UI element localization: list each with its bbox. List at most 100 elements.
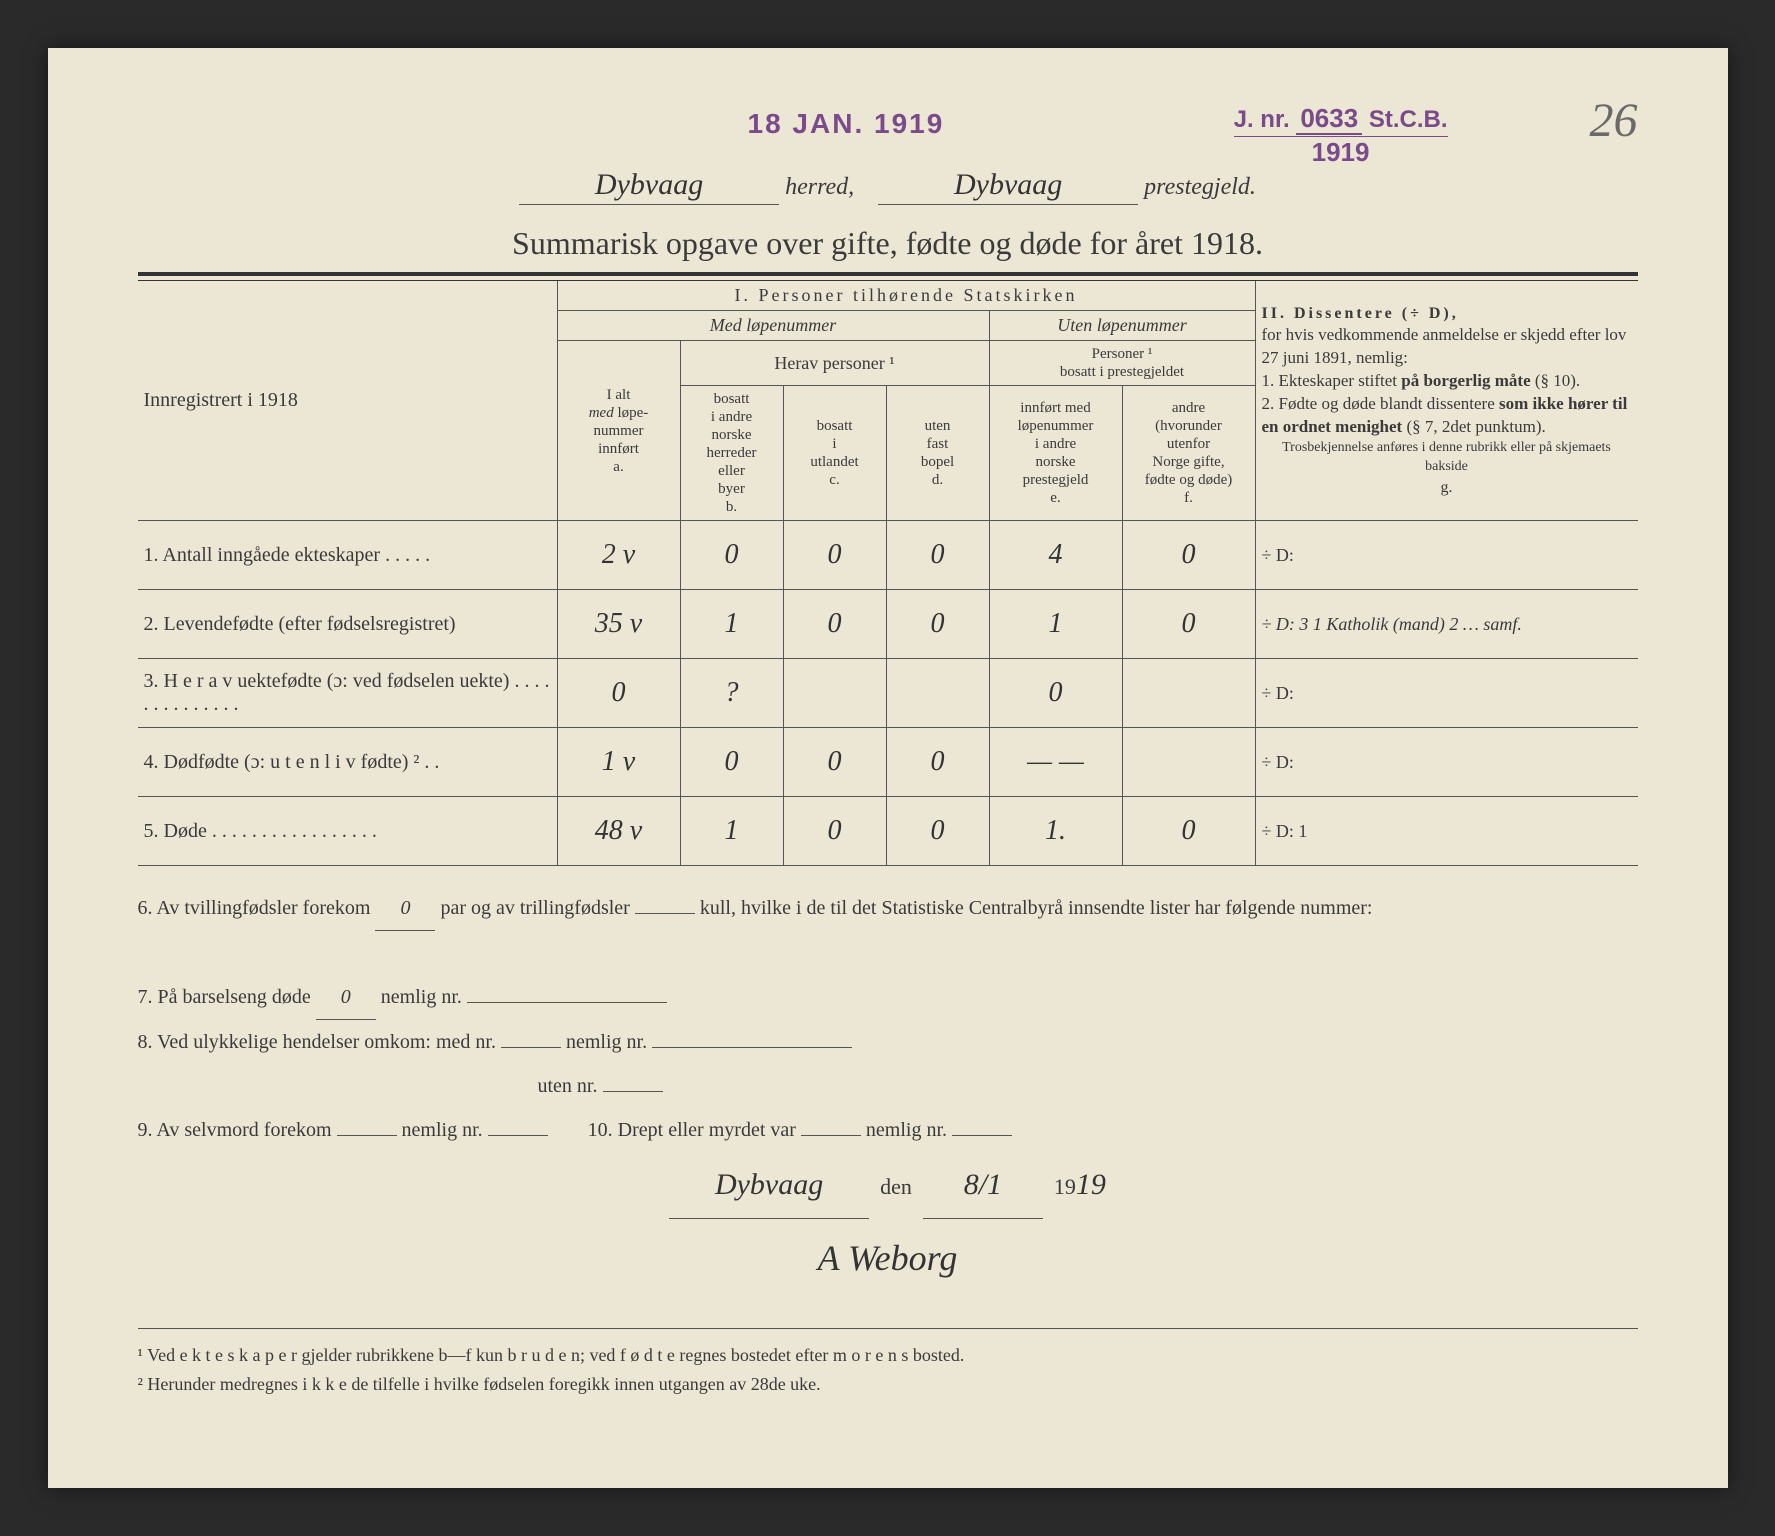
row1-d: 0 bbox=[886, 521, 989, 590]
row5-b: 1 bbox=[680, 797, 783, 866]
q10b-text: nemlig nr. bbox=[866, 1119, 947, 1141]
q7b-text: nemlig nr. bbox=[381, 986, 462, 1008]
herred-value: Dybvaag bbox=[519, 168, 779, 205]
q7-value: 0 bbox=[316, 975, 376, 1020]
row2-label: 2. Levendefødte (efter fødselsregistret) bbox=[138, 590, 558, 659]
q6-twin-value: 0 bbox=[375, 886, 435, 931]
section2-title: II. Dissentere (÷ D), bbox=[1262, 305, 1459, 322]
q7a-text: 7. På barselseng døde bbox=[138, 986, 311, 1008]
q6-trip-value bbox=[635, 913, 695, 914]
col-d-header: utenfastbopeld. bbox=[886, 386, 989, 521]
col-ef-top: Personer ¹bosatt i prestegjeldet bbox=[989, 341, 1255, 386]
q9a-text: 9. Av selvmord forekom bbox=[138, 1119, 332, 1141]
row5-f: 0 bbox=[1122, 797, 1255, 866]
prestegjeld-label: prestegjeld. bbox=[1144, 174, 1256, 200]
herred-label: herred, bbox=[785, 174, 854, 200]
row1-c: 0 bbox=[783, 521, 886, 590]
form-title: Summarisk opgave over gifte, fødte og dø… bbox=[138, 225, 1638, 262]
row4-f bbox=[1122, 728, 1255, 797]
footnote-2: ² Herunder medregnes i k k e de tilfelle… bbox=[138, 1370, 1638, 1399]
row3-c bbox=[783, 659, 886, 728]
section2-body: for hvis vedkommende anmeldelse er skjed… bbox=[1262, 325, 1632, 476]
footnote-1: ¹ Ved e k t e s k a p e r gjelder rubrik… bbox=[138, 1341, 1638, 1370]
row4-c: 0 bbox=[783, 728, 886, 797]
row3-g: ÷ D: bbox=[1255, 659, 1638, 728]
table-row: 2. Levendefødte (efter fødselsregistret)… bbox=[138, 590, 1638, 659]
row2-a: 35 v bbox=[557, 590, 680, 659]
row1-b: 0 bbox=[680, 521, 783, 590]
row4-a: 1 v bbox=[557, 728, 680, 797]
row4-e: — — bbox=[989, 728, 1122, 797]
col-g-letter: g. bbox=[1262, 477, 1632, 499]
stamp-jnr-number: 0633 bbox=[1296, 103, 1362, 135]
row5-g: ÷ D: 1 bbox=[1255, 797, 1638, 866]
summary-table: Innregistrert i 1918 I. Personer tilhøre… bbox=[138, 281, 1638, 866]
q9-value bbox=[337, 1135, 397, 1136]
q10a-text: 10. Drept eller myrdet var bbox=[588, 1119, 796, 1141]
col-f-header: andre(hvorunderutenforNorge gifte,fødte … bbox=[1122, 386, 1255, 521]
header-innregistrert: Innregistrert i 1918 bbox=[138, 281, 558, 521]
row5-a: 48 v bbox=[557, 797, 680, 866]
section1-title-text: I. Personer tilhørende Statskirken bbox=[735, 285, 1078, 305]
row5-e: 1. bbox=[989, 797, 1122, 866]
herav-personer: Herav personer ¹ bbox=[680, 341, 989, 386]
q9-q10-line: 9. Av selvmord forekom nemlig nr. 10. Dr… bbox=[138, 1108, 1638, 1152]
page-number: 26 bbox=[1590, 93, 1638, 148]
row4-g: ÷ D: bbox=[1255, 728, 1638, 797]
table-row: 1. Antall inngåede ekteskaper . . . . . … bbox=[138, 521, 1638, 590]
date-day: 8/1 bbox=[923, 1152, 1043, 1219]
stamp-date: 18 JAN. 1919 bbox=[748, 108, 945, 140]
row4-label: 4. Dødfødte (ɔ: u t e n l i v fødte) ² .… bbox=[138, 728, 558, 797]
stamp-journal-number: J. nr. 0633 St.C.B. 1919 bbox=[1234, 103, 1448, 168]
q7-line: 7. På barselseng døde 0 nemlig nr. bbox=[138, 975, 1638, 1020]
row5-label: 5. Døde . . . . . . . . . . . . . . . . … bbox=[138, 797, 558, 866]
signature-line: A Weborg bbox=[138, 1219, 1638, 1298]
q8a-text: 8. Ved ulykkelige hendelser omkom: med n… bbox=[138, 1031, 496, 1053]
row4-b: 0 bbox=[680, 728, 783, 797]
footnotes: ¹ Ved e k t e s k a p e r gjelder rubrik… bbox=[138, 1328, 1638, 1399]
q6c-text: kull, hvilke i de til det Statistiske Ce… bbox=[700, 897, 1373, 919]
q9-nr bbox=[488, 1135, 548, 1136]
row3-a: 0 bbox=[557, 659, 680, 728]
q9b-text: nemlig nr. bbox=[402, 1119, 483, 1141]
q6a-text: 6. Av tvillingfødsler forekom bbox=[138, 897, 371, 919]
sub-uten-lopenummer: Uten løpenummer bbox=[989, 311, 1255, 341]
row5-d: 0 bbox=[886, 797, 989, 866]
row4-d: 0 bbox=[886, 728, 989, 797]
col-e-header: innført medløpenummeri andrenorskepreste… bbox=[989, 386, 1122, 521]
row2-d: 0 bbox=[886, 590, 989, 659]
row1-label: 1. Antall inngåede ekteskaper . . . . . bbox=[138, 521, 558, 590]
stamp-jnr-prefix: J. nr. bbox=[1234, 106, 1290, 133]
col-b-header: bosatti andrenorskeherrederellerbyerb. bbox=[680, 386, 783, 521]
document-page: 18 JAN. 1919 J. nr. 0633 St.C.B. 1919 26… bbox=[48, 48, 1728, 1488]
q10-value bbox=[801, 1135, 861, 1136]
q10-nr bbox=[952, 1135, 1012, 1136]
date-place-line: Dybvaag den 8/1 1919 bbox=[138, 1152, 1638, 1219]
table-row: 4. Dødfødte (ɔ: u t e n l i v fødte) ² .… bbox=[138, 728, 1638, 797]
row1-g: ÷ D: bbox=[1255, 521, 1638, 590]
row2-c: 0 bbox=[783, 590, 886, 659]
q6b-text: par og av trillingfødsler bbox=[440, 897, 629, 919]
sub-med-lopenummer: Med løpenummer bbox=[557, 311, 989, 341]
title-rule bbox=[138, 272, 1638, 281]
q6-line: 6. Av tvillingfødsler forekom 0 par og a… bbox=[138, 886, 1638, 931]
signature: A Weborg bbox=[818, 1238, 958, 1278]
q8-uten-nr bbox=[603, 1091, 663, 1092]
prestegjeld-value: Dybvaag bbox=[878, 168, 1138, 205]
row2-f: 0 bbox=[1122, 590, 1255, 659]
row3-b: ? bbox=[680, 659, 783, 728]
den-label: den bbox=[880, 1174, 912, 1199]
row1-e: 4 bbox=[989, 521, 1122, 590]
col-a-header: I altmed løpe-nummerinnførta. bbox=[557, 341, 680, 521]
q8-line: 8. Ved ulykkelige hendelser omkom: med n… bbox=[138, 1020, 1638, 1064]
header-line: Dybvaag herred, Dybvaag prestegjeld. bbox=[138, 168, 1638, 205]
year-prefix: 19 bbox=[1054, 1174, 1076, 1199]
row3-d bbox=[886, 659, 989, 728]
q8b-text: nemlig nr. bbox=[566, 1031, 647, 1053]
row2-g: ÷ D: 3 1 Katholik (mand) 2 … samf. bbox=[1255, 590, 1638, 659]
col-c-header: bosattiutlandetc. bbox=[783, 386, 886, 521]
row3-label: 3. H e r a v uektefødte (ɔ: ved fødselen… bbox=[138, 659, 558, 728]
row2-b: 1 bbox=[680, 590, 783, 659]
table-row: 3. H e r a v uektefødte (ɔ: ved fødselen… bbox=[138, 659, 1638, 728]
stamp-jnr-year: 1919 bbox=[1234, 136, 1448, 168]
